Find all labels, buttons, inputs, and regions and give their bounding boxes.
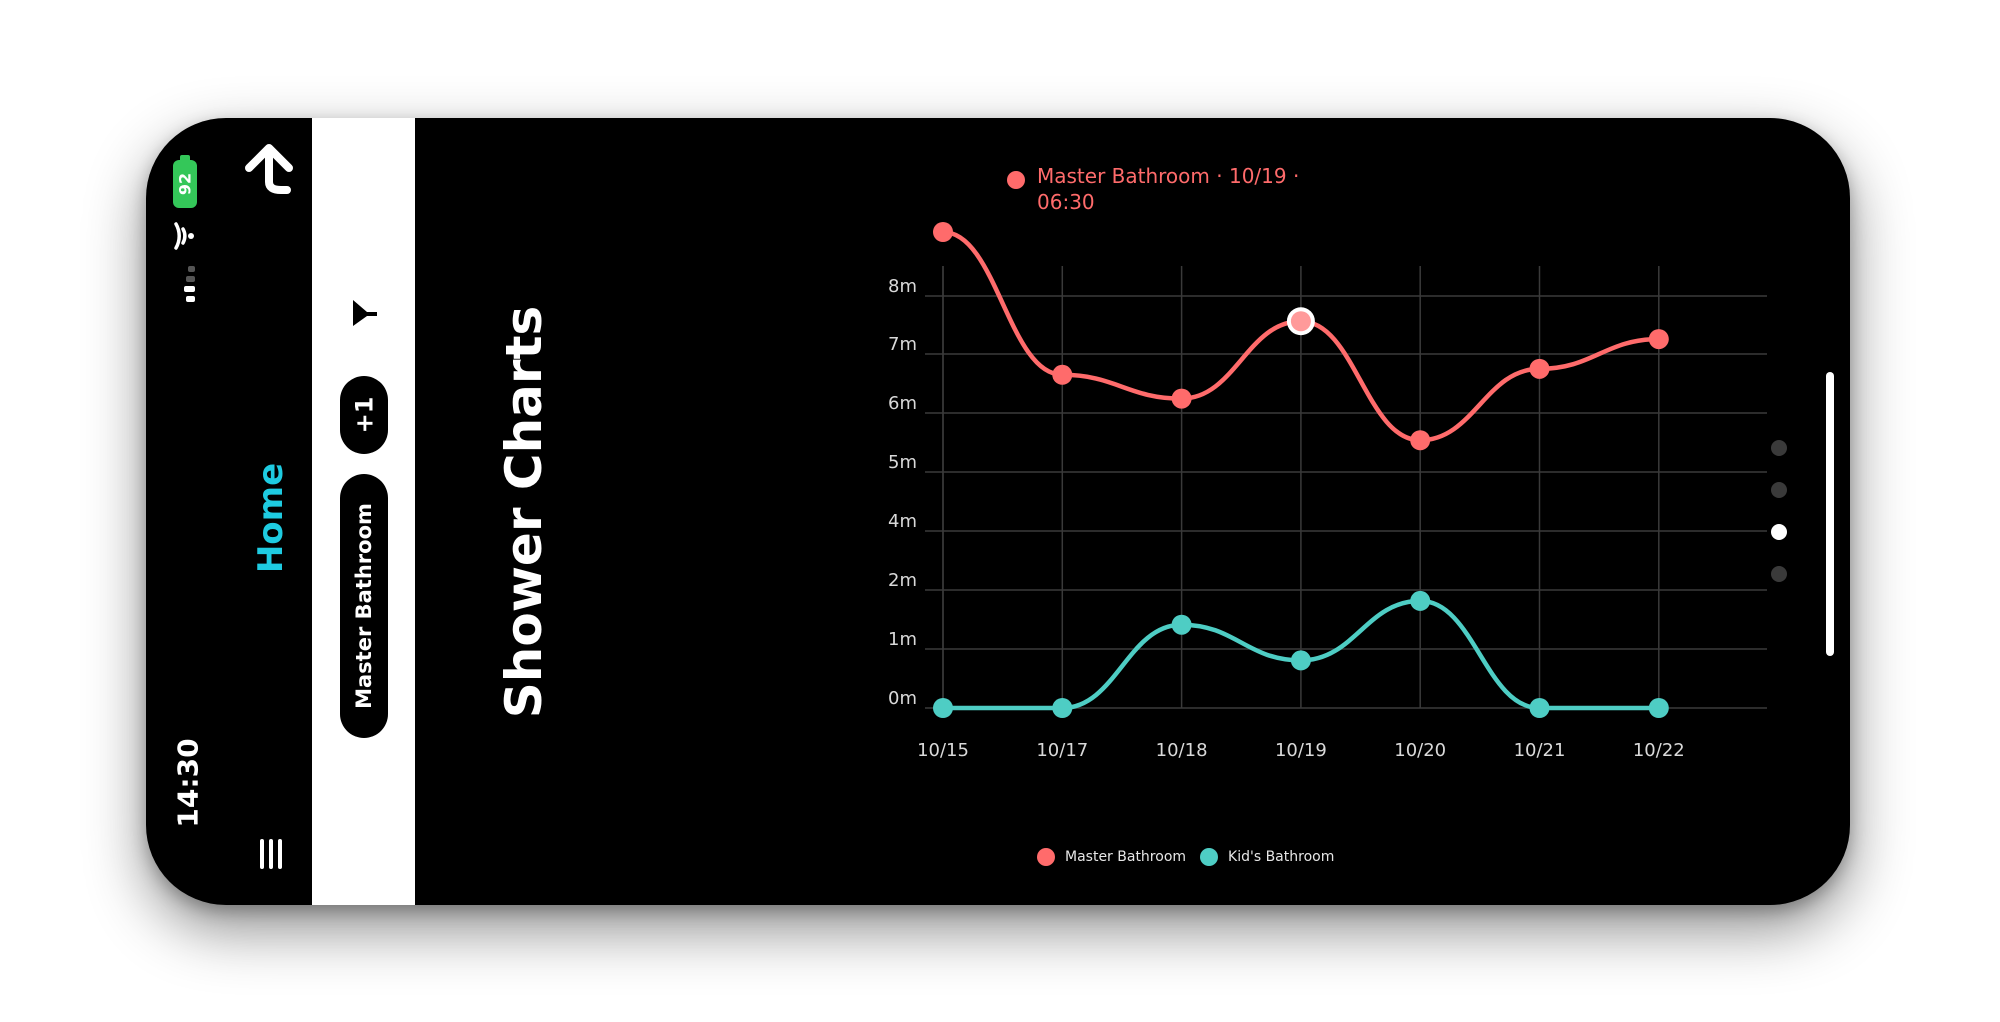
legend-item-kids[interactable]: Kid's Bathroom [1200,848,1334,866]
shower-chart: Master Bathroom · 10/19 · 06:30 0m 1m 2m 4m… [415,118,1767,905]
y-tick-label: 6m [888,393,917,414]
data-point-kids [1648,698,1669,718]
y-tick-label: 4m [888,511,917,532]
wifi-icon [174,222,194,250]
filter-chip-location-label: Master Bathroom [352,503,376,709]
chart-canvas: 0m 1m 2m 4m 5m 6m 7m 8m 10/15 10/17 10/18 10/19 10/2… [888,222,1767,761]
chart-tooltip: Master Bathroom · 10/19 · 06:30 [1007,163,1307,215]
y-tick-label: 2m [888,570,917,591]
page-dot[interactable] [1771,482,1787,498]
filter-chip-more[interactable]: +1 [340,376,388,454]
phone-screen: 14:30 92 Home +1 Master Bathroom Shower … [146,118,1850,905]
data-point-kids [1171,614,1192,635]
tooltip-dot [1007,171,1025,189]
legend-dot-kids [1200,848,1219,866]
page-dot[interactable] [1771,566,1787,582]
cellular-signal-icon [184,266,195,302]
y-tick-label: 0m [888,688,917,709]
x-tick-label: 10/17 [1036,740,1088,761]
data-point-master [1171,388,1192,409]
data-point-kids [933,698,953,718]
x-tick-label: 10/15 [917,740,969,761]
legend-label-master: Master Bathroom [1065,849,1187,865]
data-point-kids [1410,590,1431,611]
data-point-kids [1052,698,1073,718]
chart-legend: Master Bathroom Kid's Bathroom [1037,848,1334,866]
data-point-kids [1290,650,1311,671]
battery-icon: 92 [173,155,197,208]
y-tick-label: 1m [888,629,917,650]
legend-item-master[interactable]: Master Bathroom [1037,848,1186,866]
data-point-kids [1529,698,1550,718]
tooltip-text: Master Bathroom · 10/19 · 06:30 [1037,164,1300,214]
data-point-highlighted [1290,311,1311,332]
menu-icon[interactable] [258,836,284,872]
filter-chip-location[interactable]: Master Bathroom [340,474,388,738]
filter-icon[interactable] [349,298,381,330]
legend-label-kids: Kid's Bathroom [1228,849,1335,865]
back-arrow-icon[interactable] [245,144,293,196]
filter-chip-more-label: +1 [350,396,378,434]
battery-level: 92 [175,172,195,196]
data-point-master [1052,364,1073,385]
page-dot[interactable] [1771,440,1787,456]
data-point-master [1529,358,1550,379]
status-time: 14:30 [171,738,205,828]
data-point-master [933,222,953,242]
y-tick-label: 5m [888,452,917,473]
legend-dot-master [1037,848,1055,866]
x-tick-label: 10/19 [1275,740,1327,761]
x-tick-label: 10/20 [1394,740,1446,761]
x-tick-label: 10/22 [1633,740,1685,761]
x-tick-label: 10/21 [1514,740,1566,761]
data-point-master [1410,430,1431,451]
data-point-master [1648,329,1669,350]
x-tick-label: 10/18 [1156,740,1208,761]
scroll-indicator[interactable] [1826,372,1834,656]
page-dot[interactable] [1771,524,1787,540]
y-tick-label: 8m [888,276,917,297]
y-tick-label: 7m [888,334,917,355]
home-tab[interactable]: Home [251,462,291,574]
page-indicator [1769,440,1789,590]
